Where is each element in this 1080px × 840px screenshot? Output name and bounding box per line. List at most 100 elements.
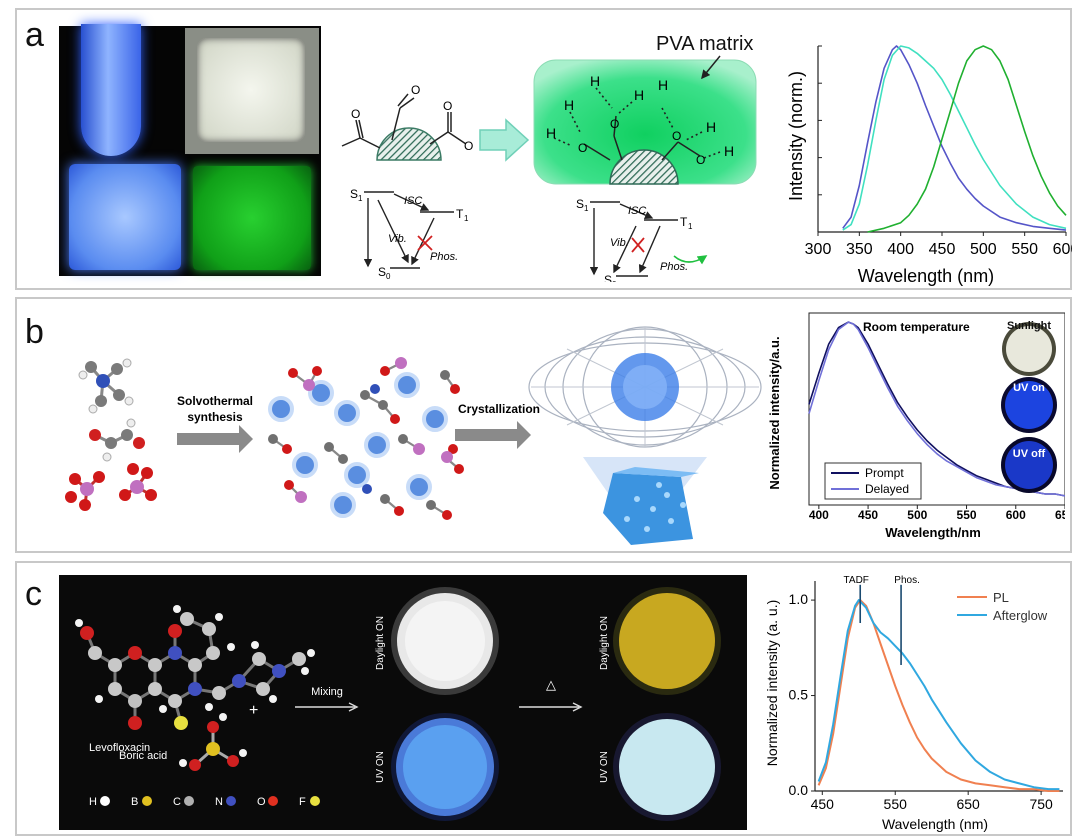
atom-h-7: H	[724, 143, 734, 159]
x-tick-label: 500	[970, 241, 997, 258]
pva-matrix-label: PVA matrix	[656, 33, 753, 55]
heat-symbol: △	[546, 677, 556, 692]
jab-left-s1-sub: 1	[358, 194, 363, 203]
pva-pointer-arrow	[701, 55, 721, 80]
pva-mechanism-diagram: O O O O PVA matrix	[341, 33, 757, 282]
atom-h-5: H	[658, 77, 668, 93]
jab-left-s1: S	[350, 187, 358, 201]
hydrogen-bonds	[553, 87, 721, 159]
series-line-afterglow	[817, 599, 1060, 791]
jab-right-vib: Vib.	[610, 237, 629, 249]
atom-o-3: O	[443, 99, 452, 113]
uv-on-label-2: UV ON	[599, 751, 610, 783]
x-tick-label: 300	[805, 241, 832, 258]
jab-left-t1: T	[456, 207, 464, 221]
film-photo-uv-green	[193, 166, 311, 270]
panel-c: c	[15, 561, 1072, 836]
element-legend-symbol: H	[89, 796, 97, 808]
daylight-on-label-1: Daylight ON	[375, 616, 386, 670]
chart-a: 300 350 400 450 500 550 600 Wavelength (nm) In…	[786, 45, 1072, 286]
series-line-0	[842, 45, 1067, 231]
chart-b-plot-area: 400 450 500 550 600 650 Prompt Delayed	[808, 312, 1065, 522]
jab-right-s1-sub: 1	[584, 204, 589, 213]
thumb-uv-off-label: UV off	[1013, 448, 1046, 460]
element-legend-ball	[142, 796, 152, 806]
heat-arrowhead	[572, 702, 583, 712]
x-tick-label: 350	[846, 241, 873, 258]
x-tick-label: 600	[1006, 508, 1026, 522]
chart-b-legend: Prompt Delayed	[824, 462, 922, 500]
framework-structure	[528, 326, 762, 545]
jablonski-right	[589, 201, 708, 277]
photo-panel-c: Levofloxacin + Boric acid H B C N O F Mixing	[59, 575, 747, 830]
panel-a: a O O O O	[15, 8, 1072, 290]
levofloxacin-model	[75, 605, 315, 730]
atom-o-8: O	[696, 153, 705, 167]
chart-a-y-label: Intensity (norm.)	[786, 71, 806, 201]
atom-h-3: H	[590, 73, 600, 89]
jablonski-left	[363, 191, 454, 269]
chart-b-y-label: Normalized intensity/a.u.	[767, 336, 782, 489]
atom-h-2: H	[564, 97, 574, 113]
boric-acid-model	[179, 713, 247, 771]
jab-left-vib: Vib.	[388, 233, 407, 245]
reactant-amine	[78, 358, 134, 414]
x-tick-label: 400	[809, 508, 829, 522]
element-legend-symbol: B	[131, 796, 138, 808]
dish-daylight-before	[391, 587, 499, 695]
jab-left-isc: ISC	[404, 195, 422, 207]
transition-arrow	[479, 118, 530, 162]
atom-h-4: H	[634, 87, 644, 103]
reactant-phosphates	[65, 463, 157, 511]
chart-c: 450 550 650 750 0.0 0.5 1.0 TADF Phos. PL Afterglo…	[764, 575, 1063, 832]
plot-frame	[808, 312, 1065, 506]
y-tick-label: 0.0	[789, 782, 809, 798]
thumb-uv-on-label: UV on	[1013, 382, 1045, 394]
element-legend-ball	[226, 796, 236, 806]
film-photo-uv-blue	[69, 164, 181, 270]
jab-right-t1: T	[680, 215, 688, 229]
dish-uv-before	[391, 713, 499, 821]
reaction-mixture	[268, 357, 464, 520]
chart-c-legend: PL Afterglow	[957, 590, 1048, 623]
jab-right-s1: S	[576, 197, 584, 211]
element-legend-symbol: N	[215, 796, 223, 808]
legend-label: Prompt	[865, 466, 904, 480]
step1-label-line1: Solvothermal	[177, 394, 253, 408]
atom-h-1: H	[546, 125, 556, 141]
series-line-pl	[817, 599, 1060, 792]
element-legend-symbol: F	[299, 796, 306, 808]
chart-c-y-label: Normalized intensity (a. u.)	[764, 600, 780, 767]
annotation-tadf: TADF	[844, 575, 869, 586]
step2-label: Crystallization	[458, 402, 540, 416]
jab-right-s0: S	[604, 273, 612, 282]
photo-grid-a	[59, 24, 321, 276]
series-line-1	[842, 45, 1067, 231]
boric-acid-label: Boric acid	[119, 750, 167, 762]
reactant-glycol	[89, 418, 145, 462]
element-legend-ball	[310, 796, 320, 806]
vial-photo	[81, 24, 141, 156]
mixing-label: Mixing	[311, 686, 343, 698]
thumb-uv-on: UV on	[1001, 377, 1057, 433]
mixing-arrowhead	[348, 702, 359, 712]
x-tick-label: 400	[887, 241, 914, 258]
atom-h-6: H	[706, 119, 716, 135]
film-photo-daylight	[185, 28, 319, 154]
levofloxacin-scheme: Levofloxacin + Boric acid H B C N O F Mixing	[75, 587, 721, 821]
x-tick-label: 550	[957, 508, 977, 522]
atom-o-7: O	[672, 129, 681, 143]
jab-right-s0-sub: 0	[612, 280, 617, 282]
daylight-on-label-2: Daylight ON	[599, 616, 610, 670]
panel-b: b	[15, 297, 1072, 553]
x-tick-label: 450	[929, 241, 956, 258]
atom-o-4: O	[464, 139, 473, 153]
legend-box	[824, 462, 922, 500]
panel-label-b: b	[25, 313, 44, 351]
chart-a-x-label: Wavelength (nm)	[858, 266, 994, 286]
chart-c-plot-area: 450 550 650 750 0.0 0.5 1.0 TADF Phos. PL Afterglo…	[789, 575, 1063, 812]
x-tick-label: 500	[907, 508, 927, 522]
x-tick-label: 450	[811, 796, 835, 812]
synthesis-scheme: Solvothermal synthesis	[65, 326, 762, 545]
